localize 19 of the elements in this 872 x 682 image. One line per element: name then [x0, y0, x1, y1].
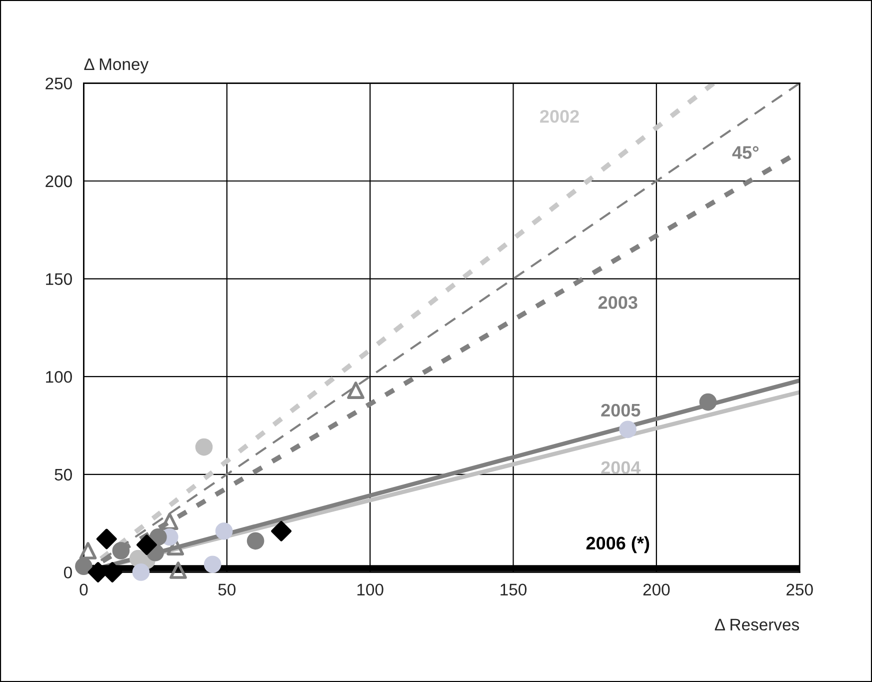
series-label: 45°: [732, 146, 759, 159]
y-tick-label: 150: [46, 273, 72, 286]
x-axis-title: Δ Reserves: [714, 618, 800, 631]
series-label: 2006 (*): [586, 536, 650, 554]
series-label: 2004: [601, 461, 641, 474]
x-tick-label: 50: [218, 584, 236, 596]
y-tick-label: 250: [46, 78, 72, 90]
y-tick-label: 50: [54, 468, 72, 481]
x-tick-label: 200: [643, 584, 670, 596]
x-tick-label: 150: [500, 584, 527, 596]
series-label: 2005: [601, 404, 640, 417]
y-tick-label: 0: [64, 566, 72, 578]
x-tick-label: 250: [786, 584, 813, 596]
x-tick-label: 0: [80, 584, 88, 596]
y-tick-label: 100: [46, 371, 72, 383]
x-tick-label: 100: [357, 584, 384, 596]
y-axis-title: Δ Money: [84, 58, 149, 74]
series-label: 2003: [598, 296, 638, 309]
y-tick-label: 200: [46, 175, 72, 188]
